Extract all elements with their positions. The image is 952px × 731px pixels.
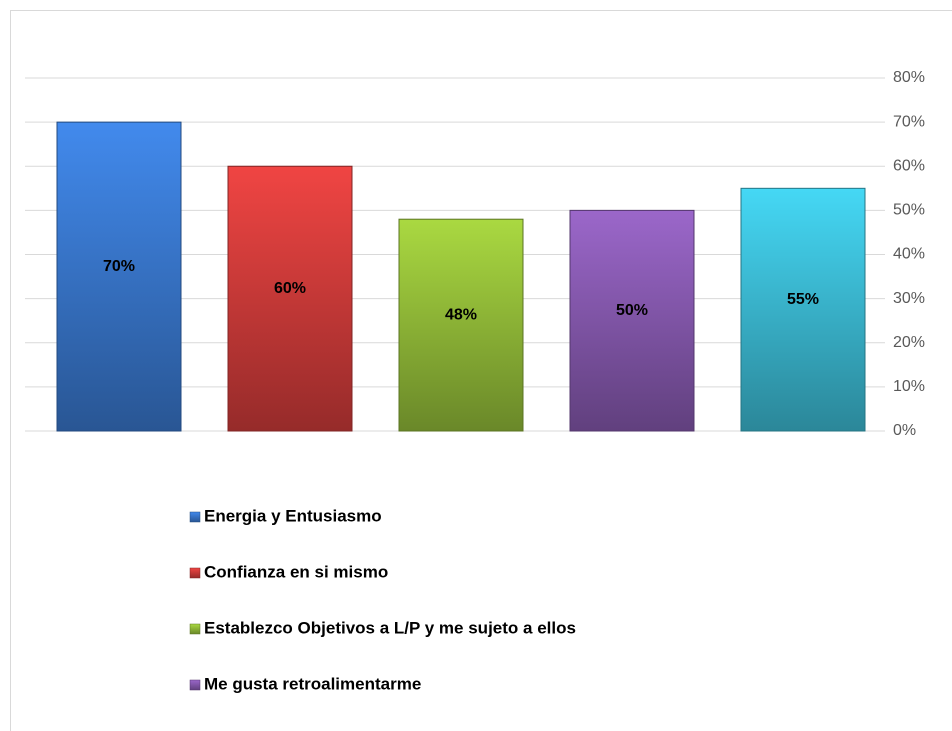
y-tick-label: 30% [893, 290, 925, 307]
value-label: 70% [103, 258, 135, 275]
bar [227, 165, 353, 432]
y-tick-label: 10% [893, 378, 925, 395]
y-tick-label: 20% [893, 334, 925, 351]
y-tick-label: 70% [893, 113, 925, 130]
y-tick-label: 80% [893, 69, 925, 86]
value-label: 60% [274, 280, 306, 297]
bar [740, 187, 866, 432]
legend-swatch [189, 511, 201, 523]
legend-label: Confianza en si mismo [204, 562, 388, 581]
legend-swatch [189, 623, 201, 635]
y-tick-label: 0% [893, 422, 916, 439]
bar [56, 121, 182, 432]
chart-border [10, 10, 952, 731]
bar [398, 218, 524, 432]
y-tick-label: 40% [893, 246, 925, 263]
y-tick-label: 60% [893, 157, 925, 174]
legend-swatch [189, 679, 201, 691]
legend-label: Energia y Entusiasmo [204, 506, 382, 525]
value-label: 50% [616, 302, 648, 319]
value-label: 55% [787, 291, 819, 308]
legend-label: Me gusta retroalimentarme [204, 674, 421, 693]
legend-swatch [189, 567, 201, 579]
legend-label: Establezco Objetivos a L/P y me sujeto a… [204, 618, 576, 637]
bar [569, 209, 695, 432]
y-tick-label: 50% [893, 202, 925, 219]
value-label: 48% [445, 306, 477, 323]
